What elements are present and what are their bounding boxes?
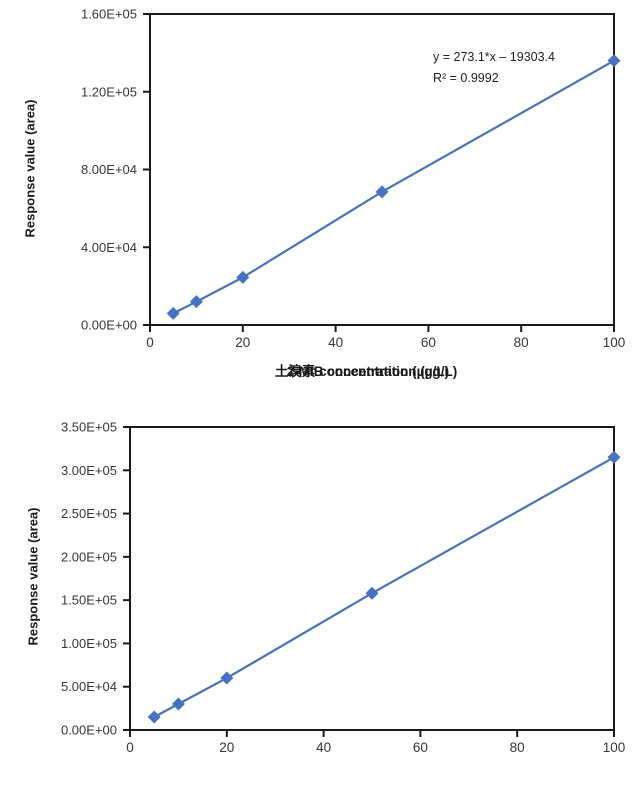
x-tick-label: 60 (413, 740, 428, 755)
x-tick-label: 20 (235, 335, 250, 350)
y-tick-label: 0.00E+00 (61, 723, 117, 738)
x-tick-label: 80 (514, 335, 529, 350)
x-tick-label: 40 (328, 335, 343, 350)
y-tick-label: 2.00E+05 (61, 549, 117, 564)
data-point-marker (220, 671, 234, 685)
y-tick-label: 2.50E+05 (61, 506, 117, 521)
data-point-marker (365, 586, 379, 600)
data-point-marker (189, 295, 203, 309)
data-point-marker (607, 450, 621, 464)
x-tick-label: 100 (603, 740, 626, 755)
y-tick-label: 5.00E+04 (61, 679, 117, 694)
x-tick-label: 0 (126, 740, 134, 755)
data-point-marker (171, 697, 185, 711)
x-tick-label: 100 (603, 335, 626, 350)
geosmin-plot-area: 0.00E+00 4.00E+04 8.00E+04 1.20E+05 1.60E+05… (81, 7, 626, 351)
y-tick-label: 1.00E+05 (61, 636, 117, 651)
y-tick-label: 1.60E+05 (81, 7, 137, 22)
x-tick-label: 40 (316, 740, 331, 755)
mib-plot-area: 0.00E+00 5.00E+04 1.00E+05 1.50E+05 2.00E+05… (61, 420, 626, 756)
data-point-marker (236, 270, 250, 284)
geosmin-x-axis-title: 土溴素 concentration (µg/L) (274, 364, 450, 379)
x-tick-label: 20 (219, 740, 234, 755)
data-point-marker (607, 54, 621, 68)
x-tick-label: 60 (421, 335, 436, 350)
geosmin-chart: 0.00E+00 4.00E+04 8.00E+04 1.20E+05 1.60E+05… (22, 7, 626, 380)
y-tick-label: 1.50E+05 (61, 593, 117, 608)
y-tick-label: 4.00E+04 (81, 240, 137, 255)
data-point-marker (375, 185, 389, 199)
plot-frame (129, 426, 615, 731)
mib-x-axis-title: 2-MIB concentration (µg/L) (286, 364, 458, 379)
mib-y-axis-title: Response value (area) (25, 507, 41, 646)
y-tick-label: 8.00E+04 (81, 162, 137, 177)
geosmin-y-axis-title: Response value (area) (22, 99, 38, 238)
y-tick-label: 0.00E+00 (81, 318, 137, 333)
data-point-marker (147, 710, 161, 724)
data-point-marker (166, 306, 180, 320)
trendline-annotation: y = 273.1*x – 19303.4 R² = 0.9992 (433, 47, 555, 89)
y-tick-label: 3.00E+05 (61, 463, 117, 478)
mib-chart: 0.00E+00 5.00E+04 1.00E+05 1.50E+05 2.00E+05… (0, 364, 634, 797)
x-tick-label: 80 (510, 740, 525, 755)
y-tick-label: 3.50E+05 (61, 420, 117, 435)
trendline-equation-text: y = 273.1*x – 19303.4 (433, 50, 555, 64)
y-tick-label: 1.20E+05 (81, 84, 137, 99)
r-squared-text: R² = 0.9992 (433, 71, 499, 85)
x-tick-label: 0 (146, 335, 154, 350)
